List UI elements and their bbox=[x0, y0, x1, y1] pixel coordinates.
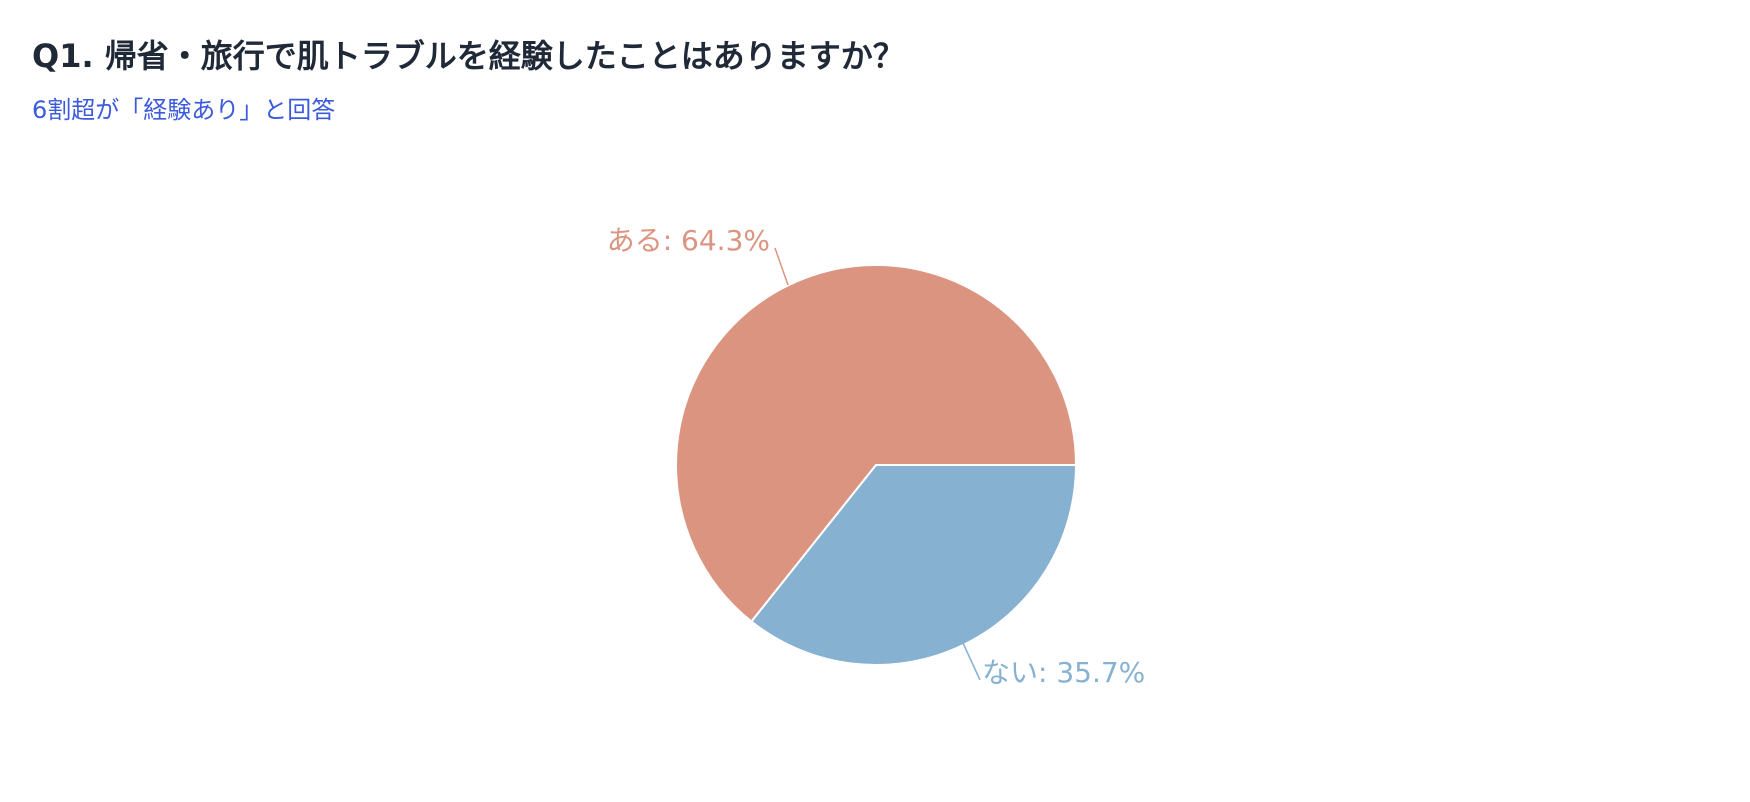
data-label-aru: ある: 64.3% bbox=[607, 224, 770, 257]
pie-slice-aru bbox=[675, 264, 1078, 623]
leader-line-nai bbox=[962, 642, 981, 681]
leader-line-aru bbox=[774, 247, 789, 286]
pie-slice-nai bbox=[750, 464, 1078, 666]
data-label-nai: ない: 35.7% bbox=[982, 656, 1145, 689]
chart-subtitle: 6割超が「経験あり」と回答 bbox=[32, 96, 336, 124]
chart-title: Q1. 帰省・旅行で肌トラブルを経験したことはありますか？ bbox=[32, 37, 905, 75]
chart-header: Q1. 帰省・旅行で肌トラブルを経験したことはありますか？ 6割超が「経験あり」… bbox=[32, 28, 905, 132]
